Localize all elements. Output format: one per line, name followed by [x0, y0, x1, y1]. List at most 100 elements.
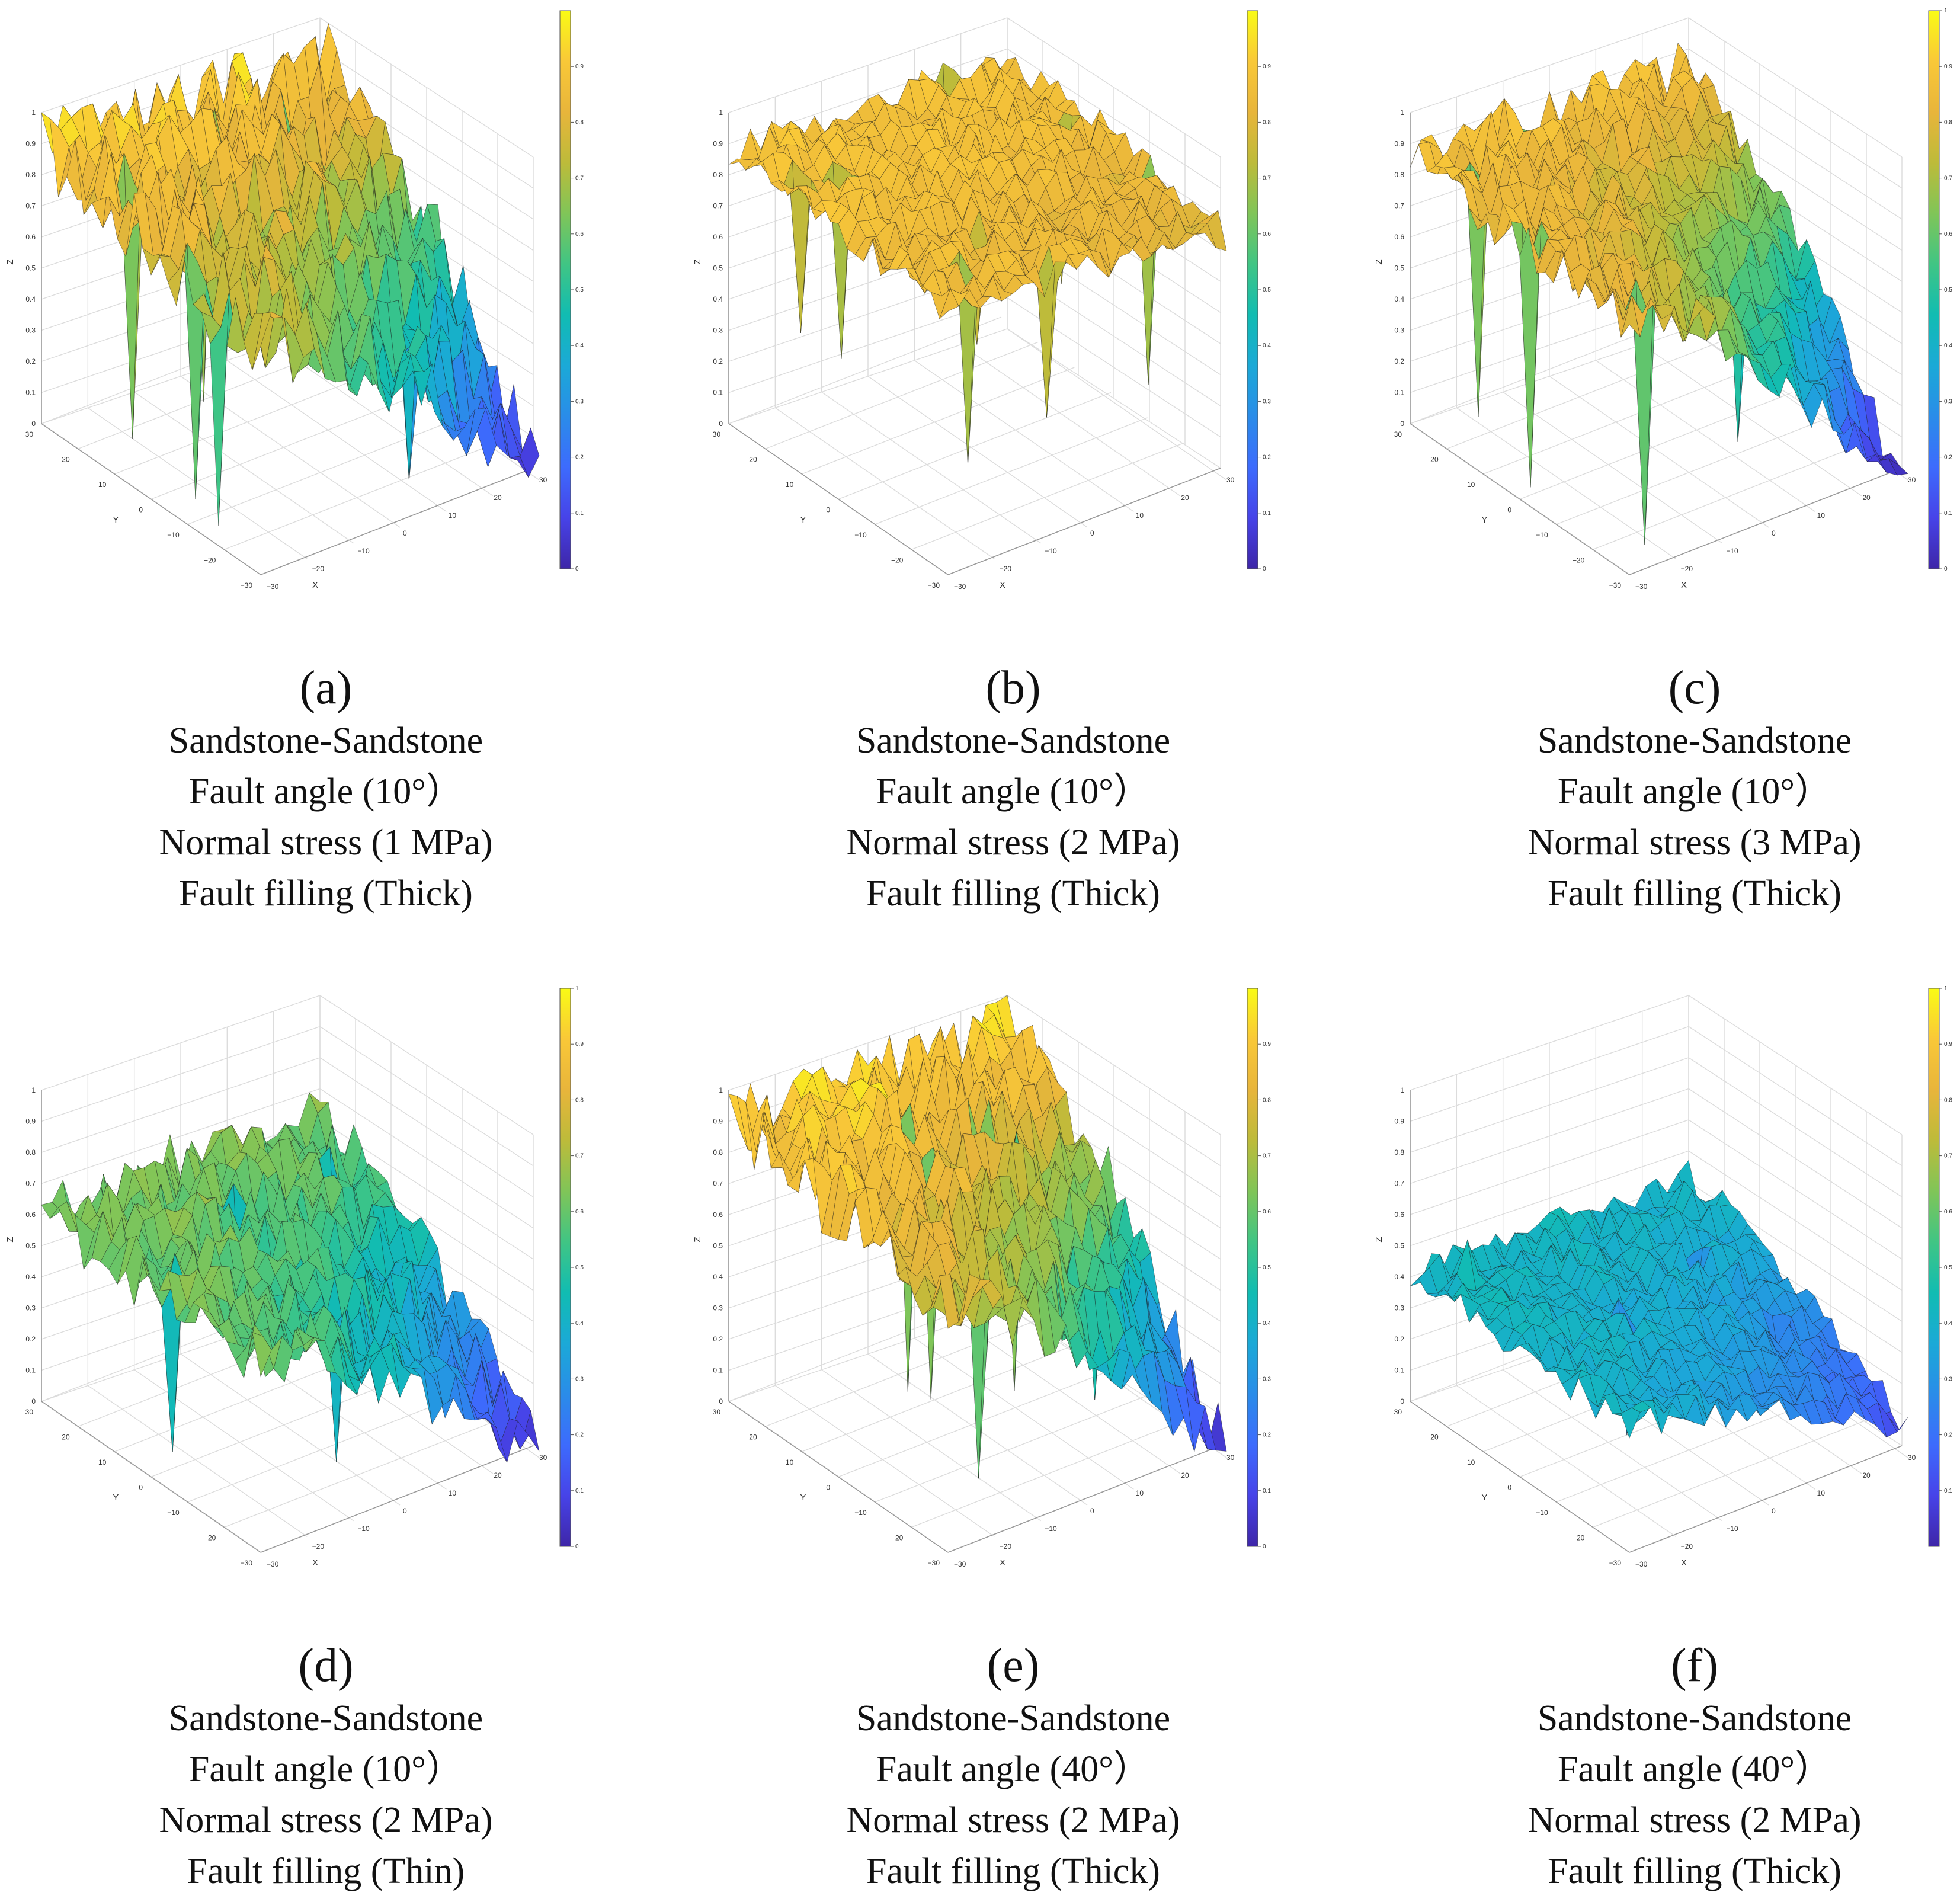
surface-face: [939, 1274, 959, 1329]
panel-letter: (d): [298, 1640, 354, 1692]
colorbar-tick-label: 0.2: [1944, 1432, 1952, 1439]
colorbar-tick-label: 0.3: [575, 398, 584, 405]
colorbar-tick-label: 0.6: [1263, 231, 1271, 238]
z-tick-label: 0.7: [713, 1180, 723, 1188]
z-tick-label: 0.1: [1394, 389, 1404, 397]
panel-c: 0 0.1 0.2 0.3 0.4 0.5 0.6 0.7 0.8 0.9 1 Z 30 20 10 0 −10…: [1369, 0, 1960, 924]
z-tick-label: 0.4: [25, 1273, 36, 1281]
x-tick-label: 0: [403, 529, 407, 537]
y-tick-label: −30: [1609, 581, 1622, 590]
z-tick-label: 0.3: [713, 1304, 723, 1312]
x-tick-label: −30: [267, 1560, 279, 1568]
y-tick-label: −20: [891, 1534, 904, 1542]
caption-line: Sandstone-Sandstone: [168, 721, 483, 761]
panel-caption: (b) Sandstone-Sandstone Fault angle (10°） N…: [687, 661, 1339, 919]
surface-face: [939, 288, 959, 319]
caption-line: Fault filling (Thick): [866, 1851, 1160, 1891]
colorbar-tick-label: 0.6: [575, 231, 584, 238]
colorbar-tick-label: 0.5: [1263, 1264, 1271, 1271]
y-tick-label: 10: [786, 1458, 794, 1466]
colorbar-tick-label: 0.9: [1944, 63, 1952, 70]
colorbar-tick-label: 0.2: [1944, 454, 1952, 461]
z-tick-label: 0.2: [25, 1335, 36, 1343]
y-tick-label: 10: [786, 481, 794, 489]
z-tick-label: 0.2: [713, 357, 723, 366]
y-tick-label: 10: [1467, 1458, 1475, 1466]
surface-mesh: [41, 23, 540, 526]
x-tick-label: 10: [449, 1489, 457, 1497]
y-tick-label: 0: [139, 1484, 143, 1492]
y-tick-label: −10: [1536, 1509, 1548, 1517]
x-tick-label: −20: [1681, 1542, 1693, 1551]
z-tick-label: 0.5: [1394, 264, 1404, 273]
x-tick-label: 20: [1181, 1471, 1189, 1480]
z-tick-label: 0.6: [1394, 233, 1404, 241]
x-tick-label: −30: [954, 1560, 966, 1568]
y-tick-label: −30: [241, 1559, 253, 1567]
z-axis-label: Z: [1374, 259, 1384, 264]
z-tick-label: 0.8: [1394, 171, 1404, 179]
surface-plot: 00.10.20.30.40.50.60.70.80.91Z3020100−10…: [5, 985, 584, 1568]
surface-mesh: [728, 57, 1227, 465]
colorbar-tick-label: 1: [575, 985, 579, 992]
y-tick-label: −30: [928, 581, 940, 590]
z-tick-label: 0: [1400, 420, 1404, 428]
y-tick-label: 20: [62, 1433, 70, 1442]
y-tick-label: −30: [928, 1559, 940, 1567]
colorbar-tick-label: 0.1: [1263, 1488, 1271, 1494]
colorbar-tick-label: 0.1: [1944, 1488, 1952, 1494]
colorbar-tick-label: 0.3: [575, 1376, 584, 1382]
z-tick-label: 0.4: [713, 295, 723, 303]
surface-face: [252, 1332, 272, 1378]
y-tick-label: −10: [854, 531, 867, 539]
x-tick-label: −20: [1681, 565, 1693, 573]
x-tick-label: −10: [1726, 547, 1738, 555]
colorbar-tick-label: 0.5: [1263, 287, 1271, 293]
colorbar-tick-label: 0.5: [1944, 1264, 1952, 1271]
x-tick-label: −20: [312, 1542, 325, 1551]
z-tick-label: 0.1: [713, 1366, 723, 1375]
colorbar-tick-label: 0.2: [1263, 454, 1271, 461]
z-tick-label: 1: [31, 108, 36, 117]
colorbar-tick-label: 0.8: [575, 1097, 584, 1103]
y-tick-label: 0: [1507, 1484, 1511, 1492]
z-tick-label: 1: [1400, 108, 1404, 117]
caption-line: Sandstone-Sandstone: [1537, 721, 1852, 761]
caption-line: Fault filling (Thin): [187, 1851, 465, 1891]
y-tick-label: 30: [25, 1408, 34, 1416]
y-axis-label: Y: [800, 1493, 806, 1503]
x-axis-label: X: [1681, 1558, 1687, 1568]
x-tick-label: 0: [1090, 1507, 1094, 1515]
panel-b: 0 0.1 0.2 0.3 0.4 0.5 0.6 0.7 0.8 0.9 1 Z 30 20 10 0 −10…: [687, 0, 1339, 924]
colorbar-tick-label: 0.9: [1944, 1041, 1952, 1048]
z-tick-label: 0.6: [713, 1211, 723, 1219]
z-tick-label: 1: [719, 108, 723, 117]
surface-face: [520, 427, 540, 478]
z-tick-label: 0.1: [25, 389, 36, 397]
x-tick-label: 10: [1136, 1489, 1144, 1497]
colorbar-tick-label: 0.9: [575, 1041, 584, 1048]
z-tick-label: 0.3: [25, 326, 36, 335]
colorbar: [559, 988, 571, 1547]
surface-plot: 00.10.20.30.40.50.60.70.80.91Z3020100−10…: [5, 10, 584, 591]
x-tick-label: 0: [1090, 529, 1094, 537]
z-tick-label: 0.7: [25, 1180, 36, 1188]
z-tick-label: 0.1: [713, 389, 723, 397]
z-axis-label: Z: [5, 259, 15, 264]
panel-a: 0 0.1 0.2 0.3 0.4 0.5 0.6 0.7 0.8 0.9 1 Z 30 20 10 0 −10…: [0, 0, 652, 924]
panel-letter: (a): [299, 662, 353, 714]
colorbar-tick-label: 0.4: [575, 342, 584, 349]
x-tick-label: 30: [1226, 476, 1235, 484]
z-tick-label: 0.4: [25, 295, 36, 303]
x-axis-label: X: [1000, 1558, 1005, 1568]
x-tick-label: 30: [539, 476, 547, 484]
surface-plot: 00.10.20.30.40.50.60.70.80.91Z3020100−10…: [1374, 985, 1952, 1568]
z-tick-label: 1: [1400, 1086, 1404, 1094]
colorbar-tick-label: 0.9: [575, 63, 584, 70]
colorbar-tick-label: 0.2: [1263, 1432, 1271, 1439]
y-tick-label: 10: [98, 481, 107, 489]
colorbar-tick-label: 0.7: [1263, 175, 1271, 182]
z-tick-label: 0.2: [713, 1335, 723, 1343]
surface-face: [252, 312, 272, 370]
colorbar-tick-label: 0.1: [1944, 510, 1952, 517]
